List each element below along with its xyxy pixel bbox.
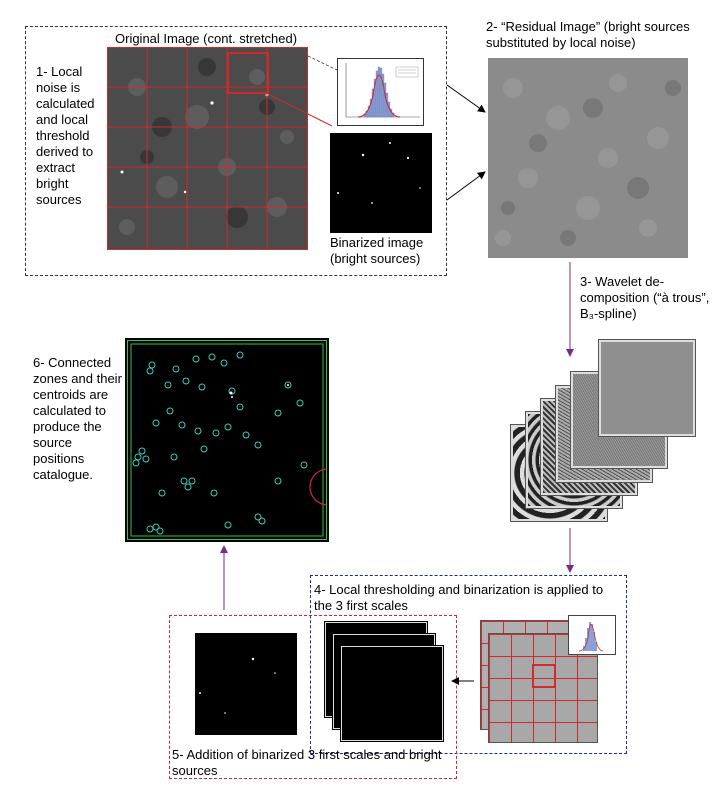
sum-binarized-image (195, 633, 297, 735)
residual-texture (488, 58, 688, 258)
zoom-line-top (307, 55, 338, 71)
step3-label: 3- Wavelet de-composition (“à trous”, B₃… (580, 274, 710, 321)
binarized-scale-3 (340, 645, 444, 742)
binarized-sources (337, 142, 421, 204)
residual-image (488, 58, 688, 258)
step6-label: 6- Connected zones and their centroids a… (33, 355, 122, 482)
catalogue-image (125, 338, 329, 542)
step4-label: 4- Local thresholding and binarization i… (314, 582, 604, 613)
step4-container (310, 575, 627, 754)
catalogue-sources (130, 343, 326, 537)
step5-container (169, 615, 457, 779)
histogram-chart (345, 63, 420, 118)
arrow-to-residual-top (446, 84, 486, 113)
zoom-circle (309, 468, 326, 506)
wavelet-scale-6 (598, 339, 696, 437)
gridded-histogram-chart (578, 622, 604, 652)
highlight-cell (227, 52, 269, 94)
step2-label: 2- “Residual Image” (bright sources subs… (486, 19, 690, 50)
zoom-line-bottom (269, 94, 333, 127)
sum-binarized-sources (199, 657, 276, 714)
original-image-title: Original Image (cont. stretched) (115, 31, 298, 46)
arrow-to-residual-bottom (446, 171, 486, 201)
original-image-grid (107, 47, 308, 250)
step1-label: 1- Local noise is calculated and local t… (36, 64, 95, 207)
binarized-image (330, 133, 432, 233)
binarized-caption: Binarized image (bright sources) (330, 235, 424, 266)
histogram-inset (337, 58, 424, 126)
step5-label: 5- Addition of binarized 3 first scales … (172, 747, 442, 778)
gridded-histogram-inset (568, 615, 616, 655)
original-image (107, 47, 308, 250)
step1-container (25, 26, 447, 276)
gridded-highlight-cell (532, 664, 556, 688)
